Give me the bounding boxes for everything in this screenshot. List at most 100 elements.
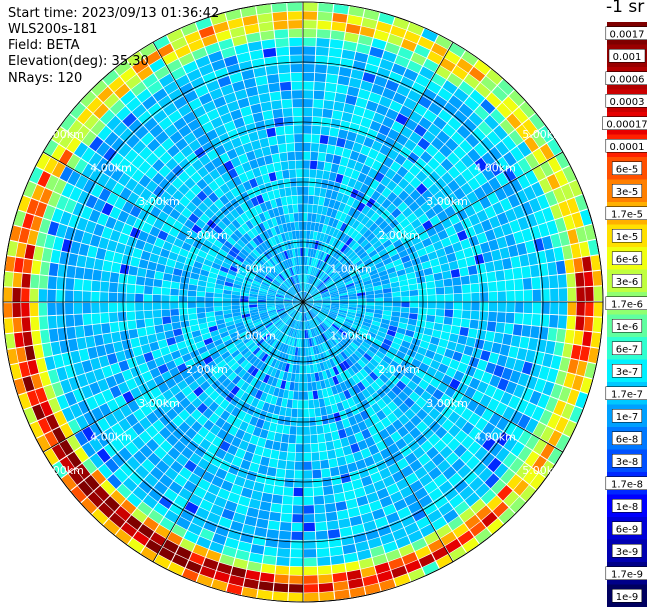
gate-cell <box>92 508 109 525</box>
colorbar-label-box <box>611 544 643 558</box>
gate-cell <box>303 230 307 239</box>
gate-cell <box>310 151 319 161</box>
gate-cell <box>487 398 500 412</box>
gate-cell <box>493 332 504 344</box>
gate-cell <box>170 315 180 323</box>
gate-cell <box>27 359 39 375</box>
gate-cell <box>356 289 365 294</box>
gate-cell <box>72 202 85 217</box>
gate-cell <box>56 366 68 381</box>
gate-cell <box>51 382 64 397</box>
gate-cell <box>258 255 267 264</box>
gate-cell <box>224 317 234 323</box>
gate-cell <box>593 286 603 301</box>
gate-cell <box>505 357 516 370</box>
gate-cell <box>391 565 408 579</box>
gate-cell <box>318 312 327 319</box>
gate-cell <box>521 325 531 337</box>
gate-cell <box>98 237 110 250</box>
gate-cell <box>253 320 263 327</box>
gate-cell <box>386 365 397 375</box>
gate-cell <box>291 328 296 338</box>
gate-cell <box>278 64 291 74</box>
gate-cell <box>529 113 545 130</box>
gate-cell <box>153 406 166 419</box>
gate-cell <box>187 290 197 297</box>
gate-cell <box>48 397 61 414</box>
gate-cell <box>202 408 214 419</box>
gate-cell <box>296 356 301 365</box>
gate-cell <box>305 300 314 302</box>
gate-cell <box>347 290 357 295</box>
gate-cell <box>300 292 303 300</box>
gate-cell <box>271 246 278 255</box>
gate-cell <box>315 280 322 288</box>
gate-cell <box>408 313 418 320</box>
gate-cell <box>485 331 495 342</box>
gate-cell <box>303 37 316 47</box>
gate-cell <box>389 276 399 283</box>
gate-cell <box>384 42 400 55</box>
gate-cell <box>254 225 263 235</box>
gate-cell <box>66 137 81 153</box>
gate-cell <box>515 302 524 313</box>
gate-cell <box>476 232 488 244</box>
gate-cell <box>279 188 286 198</box>
gate-cell <box>75 325 85 338</box>
gate-cell <box>457 530 474 546</box>
gate-cell <box>258 290 268 295</box>
gate-cell <box>332 110 343 120</box>
start-time-label: Start time: 2023/09/13 01:36:42 <box>8 6 220 21</box>
gate-cell <box>463 345 474 356</box>
gate-cell <box>444 245 455 255</box>
gate-cell <box>306 312 310 320</box>
colorbar-tick-label: 3e-8 <box>616 457 639 468</box>
gate-cell <box>512 324 523 336</box>
gate-cell <box>295 303 302 310</box>
field-label: Field: BETA <box>8 38 80 53</box>
gate-cell <box>74 158 88 174</box>
gate-cell <box>223 289 232 295</box>
gate-cell <box>331 305 340 308</box>
gate-cell <box>352 142 363 153</box>
gate-cell <box>241 263 250 271</box>
gate-cell <box>321 294 331 298</box>
gate-cell <box>306 284 311 293</box>
gate-cell <box>313 268 318 277</box>
gate-cell <box>203 259 213 267</box>
gate-cell <box>290 328 295 337</box>
gate-cell <box>337 313 346 319</box>
gate-cell <box>151 245 162 256</box>
gate-cell <box>369 179 380 190</box>
gate-cell <box>264 240 272 249</box>
gate-cell <box>232 512 246 524</box>
gate-cell <box>260 313 269 319</box>
gate-cell <box>91 469 107 485</box>
gate-cell <box>439 144 453 158</box>
gate-cell <box>173 151 186 164</box>
gate-cell <box>352 451 364 462</box>
gate-cell <box>206 234 217 244</box>
gate-cell <box>277 275 284 282</box>
gate-cell <box>258 244 266 253</box>
gate-cell <box>574 194 588 211</box>
gate-cell <box>267 357 275 366</box>
gate-cell <box>494 402 508 416</box>
gate-cell <box>442 80 458 95</box>
gate-cell <box>278 288 287 294</box>
gate-cell <box>417 137 431 151</box>
gate-cell <box>89 437 103 453</box>
gate-cell <box>525 349 536 363</box>
gate-cell <box>355 222 365 233</box>
gate-cell <box>310 276 316 285</box>
gate-cell <box>363 229 372 239</box>
gate-cell <box>102 333 113 345</box>
gate-cell <box>310 276 315 285</box>
gate-cell <box>118 173 131 187</box>
gate-cell <box>261 492 273 503</box>
gate-cell <box>73 229 85 243</box>
gate-cell <box>275 197 283 207</box>
gate-cell <box>462 293 471 302</box>
gate-cell <box>427 123 442 137</box>
gate-cell <box>202 197 214 208</box>
